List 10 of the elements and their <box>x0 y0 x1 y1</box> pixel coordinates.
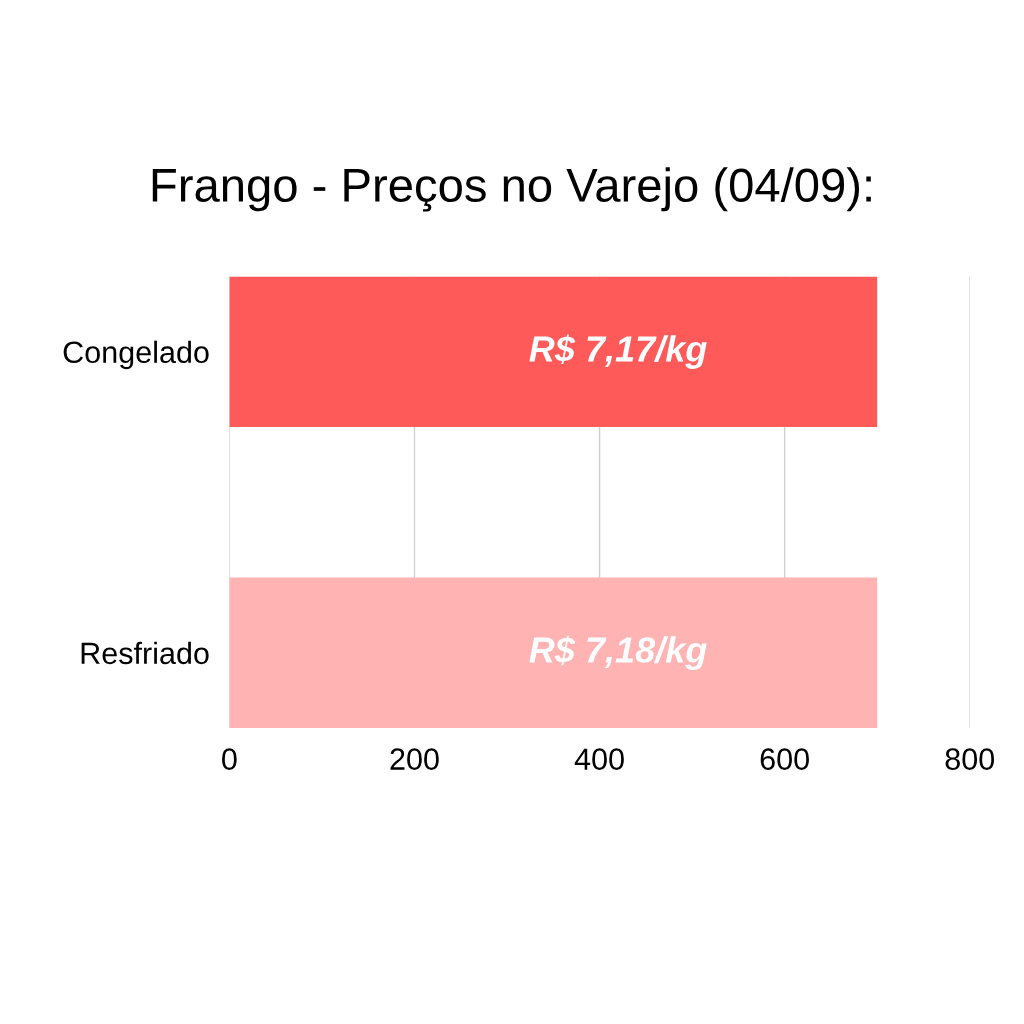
chart-title: Frango - Preços no Varejo (04/09): <box>152 167 871 212</box>
y-tick-label: Resfriado <box>81 641 209 665</box>
x-tick-label: 600 <box>760 748 809 770</box>
data-label: R$ 7,18/kg <box>529 635 707 670</box>
x-tick-label: 400 <box>574 748 624 770</box>
y-tick-label: Congelado <box>63 340 209 370</box>
data-label: R$ 7,17/kg <box>529 334 707 369</box>
x-tick-label: 0 <box>222 748 237 770</box>
x-tick-label: 800 <box>945 748 995 770</box>
x-tick-label: 200 <box>390 748 439 770</box>
